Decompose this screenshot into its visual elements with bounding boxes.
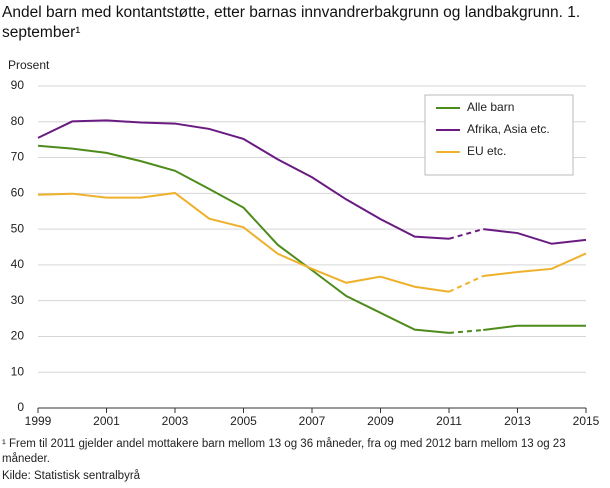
series-line [483,324,586,331]
x-tick-label: 2001 [93,414,120,428]
y-tick-label: 40 [11,257,25,271]
y-tick-label: 60 [11,186,25,200]
series-line [448,329,484,334]
x-tick-label: 2005 [230,414,257,428]
y-tick-label: 10 [11,364,25,378]
source: Kilde: Statistisk sentralbyrå [2,470,141,482]
legend: Alle barn Afrika, Asia etc. EU etc. [424,94,574,176]
legend-label: EU etc. [467,144,506,158]
y-axis-label: Prosent [8,58,50,72]
legend-label: Afrika, Asia etc. [467,122,550,136]
y-tick-label: 80 [11,114,25,128]
series-line [37,144,450,334]
y-tick-label: 30 [11,293,25,307]
x-tick-label: 2009 [367,414,394,428]
y-tick-label: 90 [11,78,25,92]
y-tick-label: 0 [17,400,24,414]
x-tick-label: 2013 [504,414,531,428]
x-tick-label: 2007 [299,414,326,428]
series-line [37,119,450,240]
footnote: ¹ Frem til 2011 gjelder andel mottakere … [2,438,566,465]
x-tick-label: 2015 [573,414,600,428]
y-tick-label: 20 [11,329,25,343]
series-line [448,228,484,240]
x-tick-label: 2003 [162,414,189,428]
x-tick-label: 1999 [25,414,52,428]
y-tick-label: 50 [11,221,25,235]
series-line [483,228,587,245]
legend-label: Alle barn [467,100,514,114]
series-line [483,252,587,277]
y-tick-label: 70 [11,150,25,164]
series-line [448,275,484,293]
series-line [37,191,450,293]
x-tick-label: 2011 [436,414,462,428]
chart-title: Andel barn med kontantstøtte, etter barn… [2,4,581,41]
